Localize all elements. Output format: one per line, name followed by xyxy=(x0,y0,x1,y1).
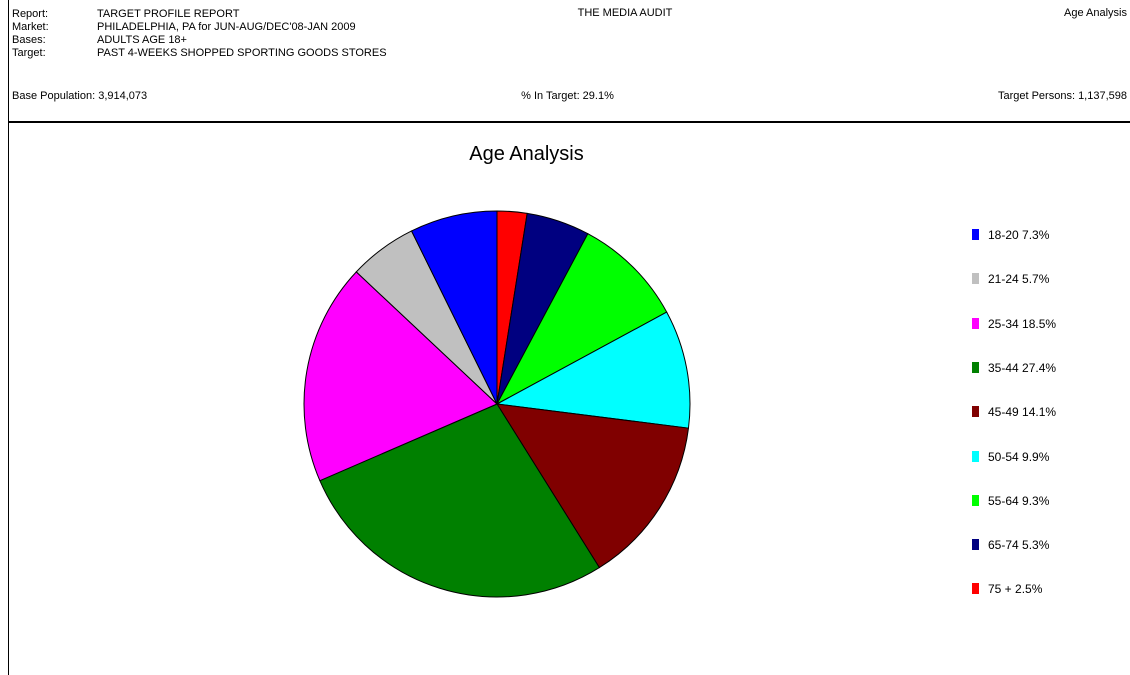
legend-swatch xyxy=(972,361,979,373)
chart-title: Age Analysis xyxy=(469,143,584,165)
bases-label: Bases: xyxy=(12,34,46,46)
pie-slice-45-49 xyxy=(496,403,690,569)
target-persons: Target Persons: 1,137,598 xyxy=(997,90,1127,102)
legend-label: 25-34 18.5% xyxy=(988,316,1057,331)
legend-label: 50-54 9.9% xyxy=(988,449,1050,464)
legend-label: 55-64 9.3% xyxy=(988,493,1050,508)
pie-slice-18-20 xyxy=(410,210,498,405)
legend-swatch xyxy=(972,494,979,506)
legend-label: 18-20 7.3% xyxy=(988,228,1050,242)
left-border xyxy=(8,0,9,675)
legend-swatch xyxy=(972,406,979,418)
pie-slice-25-34 xyxy=(303,271,498,482)
legend-label: 21-24 5.7% xyxy=(988,272,1050,287)
legend-label: 45-49 14.1% xyxy=(988,405,1057,420)
media-audit-title: THE MEDIA AUDIT xyxy=(577,7,673,19)
pie-slice-55-64 xyxy=(495,233,668,406)
bases-value: ADULTS AGE 18+ xyxy=(97,34,187,46)
legend-swatch xyxy=(972,450,979,462)
legend-swatch xyxy=(972,317,979,329)
legend-swatch xyxy=(972,229,979,240)
target-value: PAST 4-WEEKS SHOPPED SPORTING GOODS STOR… xyxy=(97,47,387,59)
legend-swatch xyxy=(972,583,979,595)
base-population: Base Population: 3,914,073 xyxy=(12,90,148,102)
header-divider xyxy=(8,121,1130,123)
legend-label: 75 + 2.5% xyxy=(988,582,1043,597)
legend-swatch xyxy=(972,273,979,285)
report-label: Report: xyxy=(12,8,49,20)
target-label: Target: xyxy=(12,47,46,59)
legend-swatch xyxy=(972,539,979,551)
report-section-title: Age Analysis xyxy=(1064,7,1127,19)
report-value: TARGET PROFILE REPORT xyxy=(97,8,240,20)
percent-in-target: % In Target: 29.1% xyxy=(521,90,614,102)
pie-slice-35-44 xyxy=(319,403,601,598)
market-value: PHILADELPHIA, PA for JUN-AUG/DEC'08-JAN … xyxy=(97,21,356,33)
legend-label: 35-44 27.4% xyxy=(988,360,1057,375)
pie-slice-50-54 xyxy=(495,311,691,429)
market-label: Market: xyxy=(12,21,49,33)
legend-label: 65-74 5.3% xyxy=(988,538,1050,553)
